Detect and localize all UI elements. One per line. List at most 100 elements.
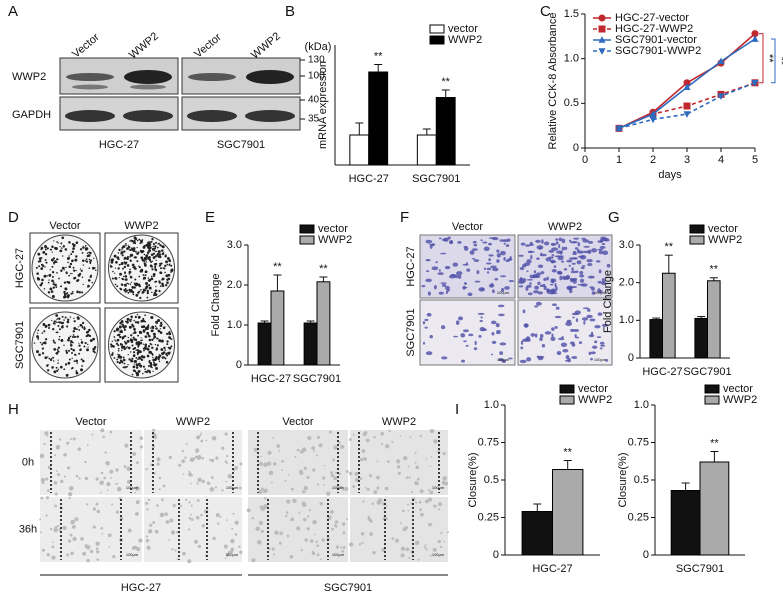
cell — [360, 457, 364, 462]
y-tick-label: 1.5 — [564, 8, 579, 20]
cell — [496, 259, 500, 263]
colony — [36, 350, 39, 354]
colony — [157, 358, 160, 361]
cell — [539, 337, 543, 341]
x-tick-label: 0 — [582, 154, 588, 166]
colony — [46, 364, 49, 367]
colony — [111, 277, 114, 280]
legend-label: WWP2 — [318, 234, 352, 246]
cell — [578, 250, 584, 254]
colony — [88, 251, 90, 254]
colony — [60, 242, 63, 245]
colony — [128, 325, 132, 329]
colony — [122, 366, 125, 369]
cell — [86, 558, 90, 563]
colony — [65, 271, 68, 274]
colony — [170, 345, 173, 348]
cell — [492, 289, 495, 294]
colony — [72, 290, 74, 293]
colony — [132, 266, 135, 269]
cell — [67, 539, 72, 543]
cell — [268, 547, 271, 551]
cell — [371, 502, 374, 506]
significance: ** — [710, 264, 719, 276]
colony — [141, 241, 143, 244]
cell — [53, 481, 58, 485]
colony — [87, 254, 91, 257]
cell — [309, 539, 314, 543]
colony — [133, 319, 135, 322]
cell — [306, 476, 310, 480]
colony — [59, 365, 63, 369]
bar — [552, 469, 584, 556]
cell — [44, 431, 49, 436]
significance: ** — [441, 76, 450, 88]
cell — [433, 285, 437, 290]
colony — [46, 275, 48, 277]
colony — [38, 353, 41, 357]
x-tick-label: 3 — [684, 154, 690, 166]
cell — [225, 461, 228, 464]
colony — [48, 273, 52, 277]
cell — [583, 250, 591, 254]
colony — [156, 344, 159, 347]
series-line — [618, 82, 756, 130]
cell — [573, 257, 576, 260]
legend-swatch — [704, 384, 720, 394]
cell — [260, 506, 266, 512]
cell — [46, 552, 50, 557]
cell — [561, 246, 564, 251]
colony — [144, 289, 147, 292]
colony — [78, 344, 81, 347]
cell — [416, 477, 420, 481]
colony — [67, 318, 70, 321]
cell — [376, 475, 380, 480]
colony — [145, 261, 148, 263]
cell — [446, 531, 450, 534]
colony — [149, 259, 152, 262]
colony — [156, 246, 159, 249]
colony — [70, 344, 73, 347]
cell — [139, 445, 143, 449]
colony — [78, 291, 82, 294]
colony — [72, 266, 75, 269]
cell — [414, 451, 417, 454]
cell — [197, 544, 202, 549]
cell — [115, 482, 118, 486]
cell — [396, 459, 401, 464]
cell — [132, 452, 137, 456]
legend-label: HGC-27-WWP2 — [615, 23, 693, 35]
colony — [137, 291, 140, 294]
colony — [75, 370, 78, 372]
cell — [74, 517, 79, 522]
panel-label: A — [8, 3, 18, 20]
cell — [598, 250, 603, 255]
cell — [551, 327, 555, 331]
colony — [72, 348, 75, 351]
colony — [74, 328, 76, 331]
cell — [502, 239, 509, 243]
cell — [349, 542, 354, 547]
colony — [127, 353, 129, 356]
colony — [41, 347, 44, 350]
colony — [79, 268, 82, 270]
colony — [134, 250, 137, 253]
cell — [281, 469, 283, 472]
y-axis-label: Fold Change — [602, 270, 614, 333]
colony — [72, 334, 75, 336]
y-tick-label: 1.0 — [564, 53, 579, 65]
legend-label: vector — [723, 383, 753, 395]
cell — [548, 249, 555, 253]
colony — [44, 252, 48, 256]
colony — [60, 269, 63, 272]
cell — [537, 291, 544, 295]
cell — [425, 259, 431, 262]
cell — [503, 257, 506, 260]
colony — [170, 264, 173, 267]
cell — [579, 274, 585, 278]
colony — [132, 242, 135, 244]
cell — [455, 320, 460, 325]
cell — [399, 435, 402, 437]
cell — [529, 274, 534, 279]
cell — [496, 329, 501, 333]
